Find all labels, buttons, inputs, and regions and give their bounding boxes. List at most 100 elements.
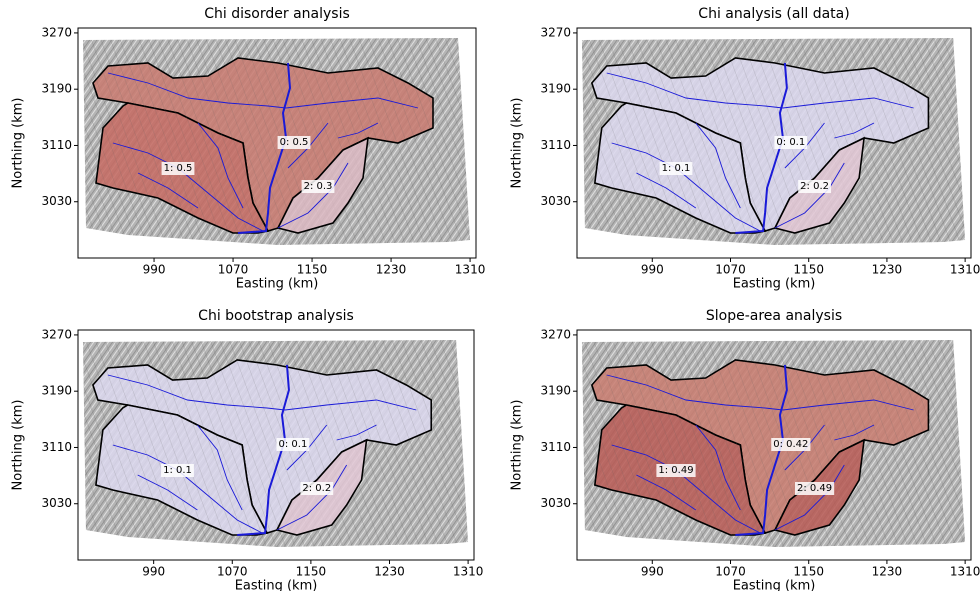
y-tick-label: 3270 xyxy=(41,25,72,39)
y-tick-label: 3030 xyxy=(41,194,72,208)
y-axis-label: Northing (km) xyxy=(11,400,26,491)
river xyxy=(606,72,783,109)
y-tick-label: 3030 xyxy=(540,496,571,510)
y-tick-label: 3110 xyxy=(540,138,571,152)
x-tick-label: 1150 xyxy=(793,263,824,277)
y-tick-label: 3270 xyxy=(540,327,571,341)
river xyxy=(337,122,379,139)
y-tick-label: 3270 xyxy=(540,25,571,39)
x-tick-label: 1070 xyxy=(218,263,249,277)
river xyxy=(611,444,761,534)
panel-title: Chi disorder analysis xyxy=(204,6,350,22)
y-axis-label: Northing (km) xyxy=(510,98,525,189)
river xyxy=(834,122,875,139)
basin-label: 0: 0.1 xyxy=(279,439,308,450)
basin-texture xyxy=(92,360,432,535)
basin-label: 0: 0.5 xyxy=(280,137,309,148)
river xyxy=(735,62,788,234)
basin-label-box xyxy=(276,438,310,451)
river xyxy=(774,162,845,229)
basin-label-box xyxy=(659,162,693,175)
y-tick-label: 3110 xyxy=(540,440,571,454)
basin-label: 1: 0.5 xyxy=(164,163,193,174)
basin-label: 2: 0.3 xyxy=(304,181,333,192)
x-tick-label: 1230 xyxy=(872,263,903,277)
river xyxy=(284,399,417,411)
x-tick-label: 1230 xyxy=(376,263,407,277)
x-tick-label: 990 xyxy=(641,263,664,277)
panel-title: Chi bootstrap analysis xyxy=(198,308,354,324)
x-tick-label: 990 xyxy=(641,565,664,579)
basin-label-box xyxy=(161,162,195,175)
axes-frame xyxy=(576,27,972,259)
basin-label-box xyxy=(161,464,194,477)
river xyxy=(112,142,264,232)
basin-label: 1: 0.1 xyxy=(662,163,691,174)
panel-title: Slope-area analysis xyxy=(706,308,842,324)
x-axis-label: Easting (km) xyxy=(733,579,816,591)
river xyxy=(606,374,783,411)
x-tick-label: 1310 xyxy=(950,263,980,277)
basin-label-box xyxy=(300,482,334,495)
y-tick-label: 3030 xyxy=(540,194,571,208)
x-tick-label: 1150 xyxy=(296,565,327,579)
river xyxy=(782,399,914,411)
river xyxy=(782,97,914,109)
river xyxy=(112,444,263,534)
river xyxy=(695,424,741,511)
map-panel: Slope-area analysis 0: 0.42 1: 0.49 2: 0.49… xyxy=(510,308,980,591)
x-tick-label: 1070 xyxy=(715,263,746,277)
basin-label-box xyxy=(771,438,811,451)
panel-title: Chi analysis (all data) xyxy=(698,6,849,22)
river xyxy=(611,142,761,232)
river xyxy=(237,62,292,234)
basin-label: 2: 0.49 xyxy=(797,483,832,494)
y-tick-label: 3190 xyxy=(540,384,571,398)
y-tick-label: 3030 xyxy=(41,496,72,510)
axes-frame xyxy=(576,329,972,561)
y-tick-label: 3190 xyxy=(540,82,571,96)
y-axis-label: Northing (km) xyxy=(510,400,525,491)
basin-label: 1: 0.1 xyxy=(163,465,192,476)
x-axis-label: Easting (km) xyxy=(235,579,318,591)
x-tick-label: 1070 xyxy=(217,565,248,579)
river xyxy=(237,364,290,536)
basin-texture xyxy=(93,58,433,233)
river xyxy=(695,122,741,209)
river xyxy=(277,162,349,229)
x-tick-label: 1150 xyxy=(793,565,824,579)
basin-label: 1: 0.49 xyxy=(658,465,693,476)
river xyxy=(276,464,348,531)
river xyxy=(107,374,286,411)
river xyxy=(285,97,419,109)
x-tick-label: 1310 xyxy=(950,565,980,579)
x-tick-label: 990 xyxy=(143,263,166,277)
river xyxy=(137,172,199,209)
y-tick-label: 3110 xyxy=(41,138,72,152)
basin-label-box xyxy=(301,180,335,193)
y-axis-label: Northing (km) xyxy=(11,98,26,189)
y-tick-label: 3270 xyxy=(41,327,72,341)
basin-label-box xyxy=(774,136,808,149)
river xyxy=(197,424,243,511)
basin-texture xyxy=(591,360,929,535)
x-tick-label: 1150 xyxy=(297,263,328,277)
river xyxy=(197,122,244,209)
basin-label: 0: 0.42 xyxy=(773,439,808,450)
x-tick-label: 1310 xyxy=(455,263,486,277)
basin-label-box xyxy=(798,180,832,193)
x-axis-label: Easting (km) xyxy=(236,277,319,292)
x-axis-label: Easting (km) xyxy=(733,277,816,292)
map-panel: Chi bootstrap analysis 0: 0.1 1: 0.1 2: 0.2… xyxy=(11,308,484,591)
x-tick-label: 1310 xyxy=(453,565,484,579)
river xyxy=(774,464,845,531)
y-tick-label: 3110 xyxy=(41,440,72,454)
basin-label: 2: 0.2 xyxy=(800,181,829,192)
river xyxy=(834,424,875,441)
y-tick-label: 3190 xyxy=(41,82,72,96)
basin-texture xyxy=(591,58,929,233)
x-tick-label: 1230 xyxy=(374,565,405,579)
x-tick-label: 1230 xyxy=(872,565,903,579)
basin-label: 0: 0.1 xyxy=(776,137,805,148)
